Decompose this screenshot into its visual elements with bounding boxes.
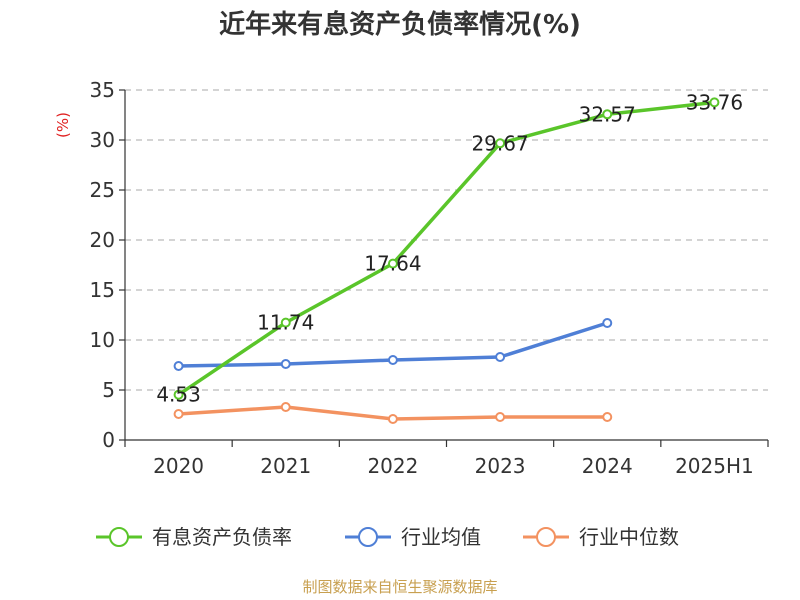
x-tick-label: 2023 [475,454,526,478]
data-point[interactable] [387,355,398,365]
legend-swatch-marker [536,527,556,547]
series-layer [173,97,720,424]
data-label: 17.64 [364,252,421,276]
y-tick-label: 35 [90,78,115,102]
y-tick-label: 15 [90,278,115,302]
data-point[interactable] [173,389,184,400]
y-tick-label: 10 [90,328,115,352]
legend-swatch-marker [358,527,378,547]
series-line [177,100,715,397]
series-1 [173,97,720,400]
data-point[interactable] [280,317,291,328]
data-point[interactable] [709,97,720,108]
legend-item-3[interactable]: 行业中位数 [523,525,679,549]
legend-swatch-marker [109,527,129,547]
data-label: 33.76 [686,90,743,114]
legend-label: 行业中位数 [579,525,679,549]
grid-lines [125,89,768,391]
legend-label: 有息资产负债率 [152,525,292,549]
legend[interactable]: 有息资产负债率 行业均值 行业中位数 [96,525,679,549]
data-label: 32.57 [579,102,636,126]
chart-title: 近年来有息资产负债率情况(%) [219,9,581,40]
x-tick-label: 2025H1 [675,454,754,478]
data-point[interactable] [387,258,398,269]
data-labels: 4.53 11.74 17.64 29.67 32.57 33.76 [156,90,743,406]
y-tick-label: 30 [90,128,115,152]
data-point[interactable] [387,414,398,424]
y-tick-label: 5 [102,378,115,402]
data-point[interactable] [602,318,613,328]
source-note: 制图数据来自恒生聚源数据库 [302,578,497,596]
data-point[interactable] [495,352,506,362]
data-label: 11.74 [257,311,314,335]
y-tick-label: 0 [102,428,115,452]
axes: 0 5 10 15 20 25 30 35 2020 2021 2022 2023 2024 2025H1 [90,78,769,478]
data-point[interactable] [280,402,291,412]
y-axis-unit-label: (%) [54,112,72,138]
data-label: 29.67 [471,131,528,155]
series-3 [173,402,613,424]
legend-item-2[interactable]: 行业均值 [345,525,481,549]
y-tick-label: 25 [90,178,115,202]
data-label: 4.53 [156,383,201,407]
data-point[interactable] [495,412,506,422]
data-point[interactable] [602,412,613,422]
legend-label: 行业均值 [401,525,481,549]
x-tick-label: 2021 [260,454,311,478]
x-tick-label: 2020 [153,454,204,478]
data-point[interactable] [602,109,613,120]
data-point[interactable] [495,138,506,149]
data-point[interactable] [280,359,291,369]
data-point[interactable] [173,361,184,371]
y-tick-label: 20 [90,228,115,252]
legend-item-1[interactable]: 有息资产负债率 [96,525,292,549]
x-tick-label: 2022 [367,454,418,478]
series-2 [173,318,613,371]
data-point[interactable] [173,409,184,419]
x-tick-label: 2024 [582,454,633,478]
